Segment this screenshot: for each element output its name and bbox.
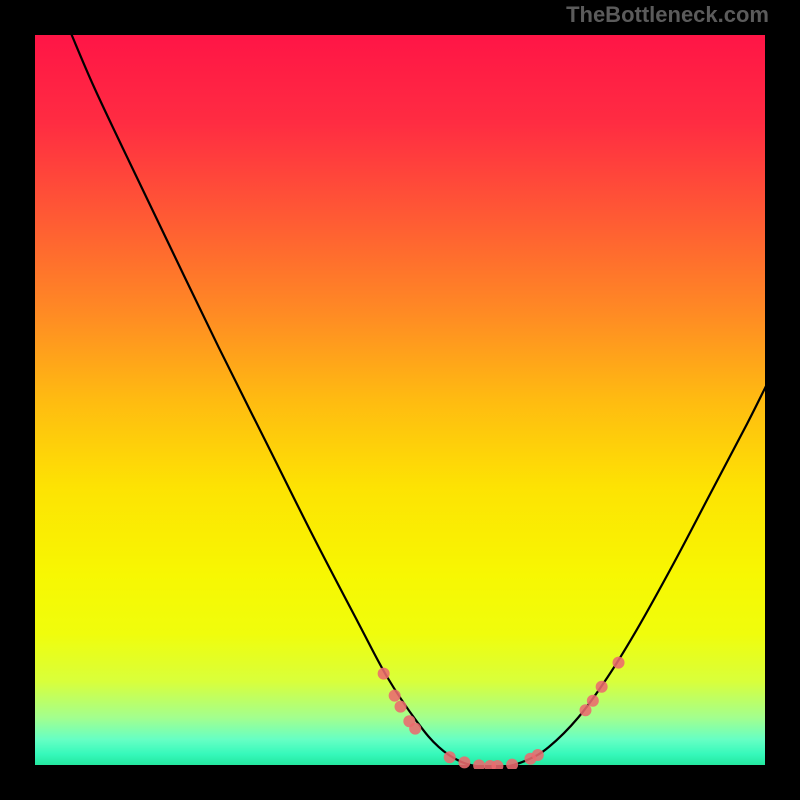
data-point bbox=[613, 657, 625, 669]
plot-area bbox=[33, 33, 767, 767]
data-point bbox=[409, 723, 421, 735]
data-point bbox=[395, 701, 407, 713]
data-point bbox=[532, 749, 544, 761]
chart-svg bbox=[35, 35, 769, 769]
bottleneck-curve bbox=[72, 35, 769, 768]
data-point bbox=[473, 759, 485, 769]
data-point bbox=[378, 668, 390, 680]
data-point bbox=[596, 681, 608, 693]
data-point bbox=[580, 704, 592, 716]
watermark-text: TheBottleneck.com bbox=[566, 2, 769, 28]
data-point bbox=[506, 759, 518, 769]
data-point bbox=[587, 695, 599, 707]
data-point bbox=[389, 690, 401, 702]
chart-container: TheBottleneck.com bbox=[0, 0, 800, 800]
data-point bbox=[458, 756, 470, 768]
data-point bbox=[444, 751, 456, 763]
